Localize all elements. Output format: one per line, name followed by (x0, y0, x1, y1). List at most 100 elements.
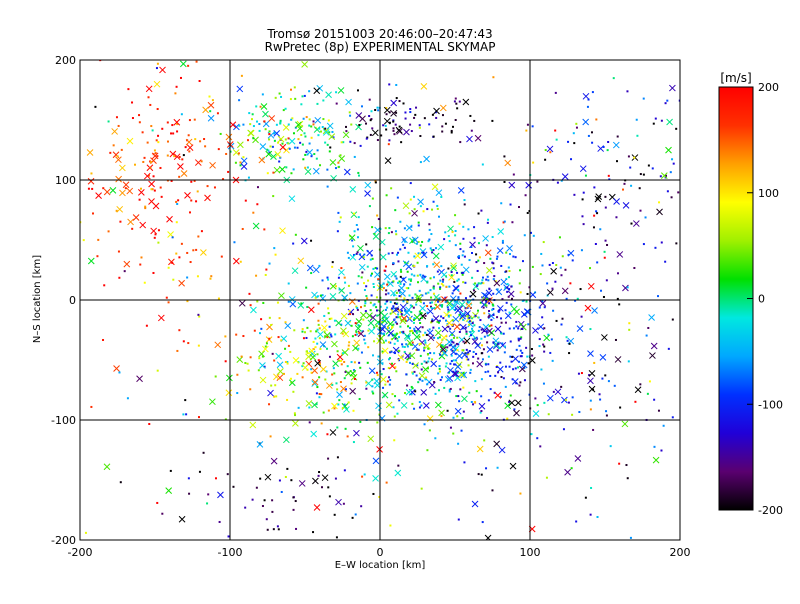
scatter-dot-marker (376, 309, 379, 312)
scatter-dot-marker (347, 401, 350, 404)
scatter-dot-marker (440, 315, 443, 318)
scatter-x-marker (259, 376, 267, 384)
scatter-dot-marker (410, 273, 413, 276)
scatter-dot-marker (249, 304, 252, 307)
scatter-dot-marker (315, 403, 318, 406)
scatter-dot-marker (675, 242, 678, 245)
scatter-dot-marker (523, 379, 526, 382)
scatter-dot-marker (467, 353, 470, 356)
scatter-x-marker (214, 341, 222, 349)
scatter-dot-marker (474, 380, 477, 383)
scatter-x-marker (434, 401, 442, 409)
scatter-x-marker (519, 365, 526, 373)
scatter-x-marker (481, 291, 488, 299)
scatter-dot-marker (331, 261, 334, 264)
scatter-dot-marker (426, 265, 429, 268)
scatter-dot-marker (304, 166, 307, 169)
scatter-dot-marker (344, 388, 347, 391)
scatter-dot-marker (169, 469, 172, 472)
scatter-x-marker (273, 373, 280, 381)
scatter-dot-marker (413, 370, 416, 373)
scatter-dot-marker (477, 329, 480, 332)
scatter-x-marker (525, 181, 533, 189)
scatter-dot-marker (417, 221, 420, 224)
scatter-dot-marker (396, 322, 399, 325)
scatter-dot-marker (388, 227, 391, 230)
scatter-dot-marker (487, 316, 490, 319)
scatter-dot-marker (394, 123, 397, 126)
scatter-dot-marker (308, 421, 311, 424)
scatter-dot-marker (197, 416, 200, 419)
scatter-dot-marker (346, 251, 349, 254)
scatter-dot-marker (454, 234, 457, 237)
scatter-dot-marker (145, 324, 148, 327)
scatter-dot-marker (301, 376, 304, 379)
scatter-dot-marker (473, 324, 476, 327)
scatter-dot-marker (439, 304, 442, 307)
scatter-dot-marker (320, 294, 323, 297)
scatter-dot-marker (294, 97, 297, 100)
scatter-dot-marker (459, 141, 462, 144)
scatter-x-marker (311, 380, 319, 387)
scatter-x-marker (384, 157, 392, 164)
scatter-dot-marker (159, 186, 162, 189)
scatter-dot-marker (252, 211, 255, 214)
scatter-dot-marker (353, 212, 356, 215)
scatter-dot-marker (265, 268, 268, 271)
scatter-dot-marker (642, 97, 645, 100)
scatter-dot-marker (278, 317, 281, 320)
scatter-x-marker (348, 298, 356, 305)
scatter-dot-marker (396, 307, 399, 310)
scatter-x-marker (132, 214, 140, 221)
scatter-dot-marker (177, 199, 180, 202)
scatter-dot-marker (430, 307, 433, 310)
scatter-dot-marker (340, 141, 343, 144)
scatter-dot-marker (190, 180, 193, 183)
scatter-dot-marker (426, 305, 429, 308)
scatter-dot-marker (359, 420, 362, 423)
scatter-x-marker (308, 347, 316, 355)
scatter-dot-marker (411, 341, 414, 344)
scatter-dot-marker (338, 359, 341, 362)
scatter-dot-marker (351, 335, 354, 338)
scatter-dot-marker (335, 536, 338, 539)
scatter-dot-marker (327, 486, 330, 489)
scatter-dot-marker (195, 248, 198, 251)
scatter-dot-marker (536, 180, 539, 183)
scatter-x-marker (157, 314, 165, 322)
scatter-dot-marker (225, 152, 228, 155)
scatter-dot-marker (352, 245, 355, 248)
scatter-dot-marker (449, 314, 452, 317)
scatter-dot-marker (399, 275, 402, 278)
scatter-x-marker (481, 327, 488, 334)
scatter-dot-marker (315, 330, 318, 333)
scatter-dot-marker (465, 330, 468, 333)
scatter-x-marker (612, 141, 620, 149)
scatter-dot-marker (470, 400, 473, 403)
scatter-dot-marker (399, 248, 402, 251)
scatter-x-marker (321, 474, 329, 482)
plot-frame (79, 59, 681, 541)
scatter-x-marker (325, 91, 332, 99)
scatter-dot-marker (318, 327, 321, 330)
scatter-dot-marker (382, 341, 385, 344)
scatter-dot-marker (459, 292, 462, 295)
scatter-x-marker (265, 150, 273, 158)
scatter-dot-marker (564, 268, 567, 271)
scatter-dot-marker (604, 374, 607, 377)
scatter-x-marker (307, 306, 315, 314)
colorbar-tick-label: 100 (758, 187, 779, 200)
scatter-dot-marker (618, 303, 621, 306)
scatter-dot-marker (658, 201, 661, 204)
scatter-dot-marker (268, 316, 271, 319)
scatter-dot-marker (414, 390, 417, 393)
scatter-dot-marker (461, 417, 464, 420)
scatter-dot-marker (406, 345, 409, 348)
scatter-dot-marker (445, 285, 448, 288)
scatter-dot-marker (456, 107, 459, 110)
scatter-dot-marker (384, 227, 387, 230)
scatter-x-marker (103, 463, 111, 471)
scatter-dot-marker (427, 291, 430, 294)
scatter-x-marker (496, 305, 504, 312)
scatter-dot-marker (312, 120, 315, 123)
